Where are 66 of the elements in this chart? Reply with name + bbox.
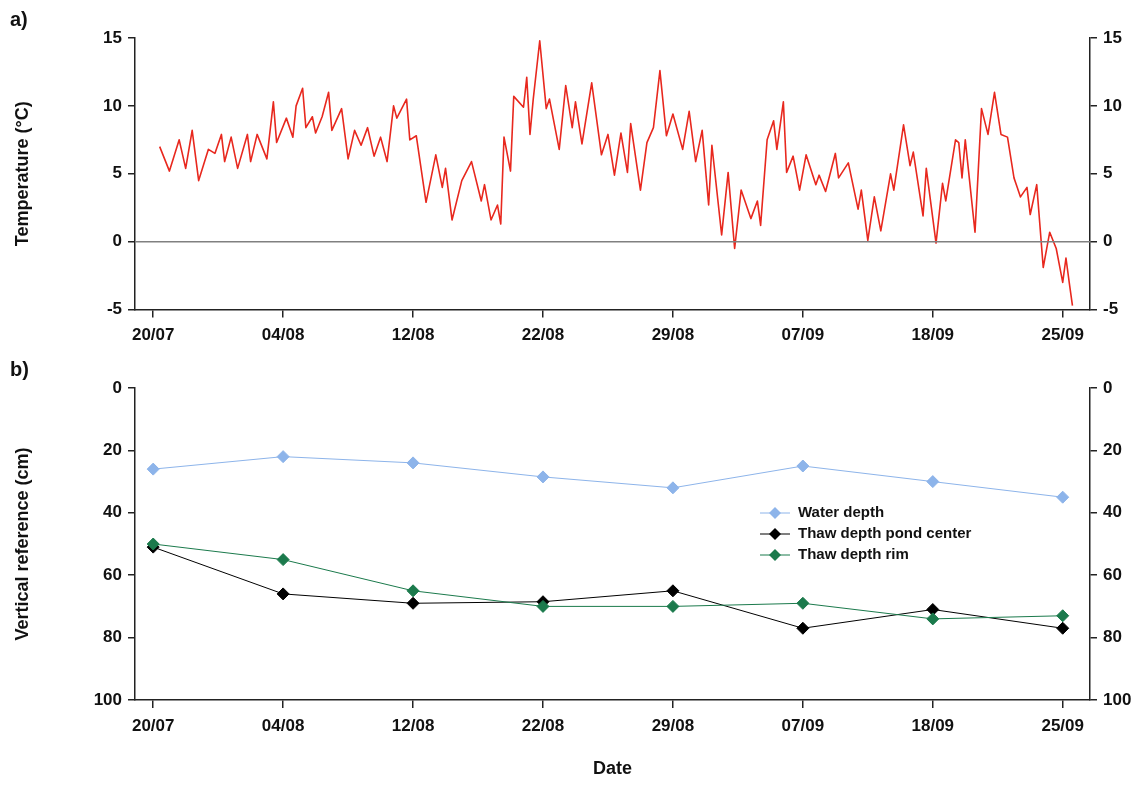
text: a)	[10, 7, 28, 30]
y-tick-label: 5	[112, 163, 122, 183]
y-tick-label: 0	[112, 231, 122, 251]
point	[926, 612, 940, 626]
point	[406, 584, 420, 598]
point	[406, 596, 420, 610]
x-tick-label: 18/09	[911, 325, 955, 345]
point	[926, 475, 940, 489]
y2-tick-label: 10	[1103, 95, 1122, 115]
y2-tick-label: 20	[1103, 440, 1122, 460]
legend-label: Water depth	[798, 503, 885, 521]
point	[276, 450, 290, 464]
x-tick-label: 18/09	[911, 715, 955, 735]
y-axis-title: Temperature (°C)	[11, 101, 32, 247]
y2-tick-label: 15	[1103, 27, 1122, 47]
x-tick-label: 25/09	[1041, 715, 1084, 735]
y-axis-title: Vertical reference (cm)	[11, 447, 32, 641]
y-tick-label: 10	[103, 95, 122, 115]
point	[796, 621, 810, 635]
x-tick-label: 12/08	[391, 325, 435, 345]
x-tick-label: 29/08	[651, 715, 695, 735]
y-tick-label: -5	[106, 299, 122, 319]
y2-tick-label: 60	[1103, 564, 1122, 584]
y-tick-label: 0	[112, 377, 122, 397]
point	[796, 459, 810, 473]
point	[406, 456, 420, 470]
point	[1056, 609, 1070, 623]
y2-tick-label: -5	[1103, 299, 1119, 319]
y2-tick-label: 0	[1103, 377, 1113, 397]
x-tick-label: 07/09	[781, 715, 825, 735]
point	[666, 481, 680, 495]
text: b)	[10, 357, 29, 380]
point	[666, 599, 680, 613]
y2-tick-label: 100	[1103, 689, 1132, 709]
x-tick-label: 04/08	[261, 715, 305, 735]
y-tick-label: 40	[103, 502, 122, 522]
y-tick-label: 20	[103, 440, 122, 460]
point	[146, 462, 160, 476]
x-tick-label: 22/08	[521, 715, 565, 735]
y-tick-label: 100	[93, 689, 122, 709]
x-tick-label: 20/07	[131, 715, 175, 735]
point	[276, 553, 290, 567]
x-tick-label: 12/08	[391, 715, 435, 735]
y2-tick-label: 80	[1103, 627, 1122, 647]
legend-label: Thaw depth pond center	[798, 524, 972, 542]
x-axis-title: Date	[592, 758, 633, 779]
point	[796, 596, 810, 610]
x-tick-label: 07/09	[781, 325, 825, 345]
x-tick-label: 25/09	[1041, 325, 1084, 345]
y-tick-label: 80	[103, 627, 122, 647]
y2-tick-label: 0	[1103, 231, 1113, 251]
legend-label: Thaw depth rim	[798, 545, 909, 563]
y-tick-label: 60	[103, 564, 122, 584]
x-tick-label: 22/08	[521, 325, 565, 345]
point	[276, 587, 290, 601]
y2-tick-label: 40	[1103, 502, 1122, 522]
x-tick-label: 04/08	[261, 325, 305, 345]
point	[1056, 621, 1070, 635]
y2-tick-label: 5	[1103, 163, 1113, 183]
point	[666, 584, 680, 598]
y-tick-label: 15	[103, 27, 122, 47]
point	[536, 599, 550, 613]
x-tick-label: 29/08	[651, 325, 695, 345]
x-tick-label: 20/07	[131, 325, 175, 345]
point	[1056, 490, 1070, 504]
point	[536, 470, 550, 484]
